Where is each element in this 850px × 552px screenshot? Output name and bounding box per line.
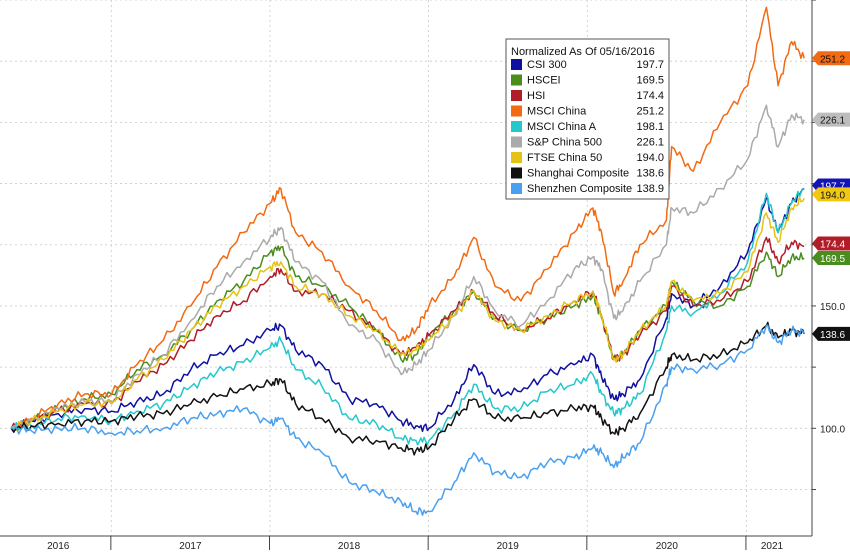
legend-series-name: FTSE China 50 bbox=[527, 152, 602, 164]
legend-series-value: 198.1 bbox=[636, 121, 664, 133]
legend-series-name: Shenzhen Composite bbox=[527, 183, 632, 195]
end-value-flag bbox=[812, 236, 850, 251]
series-line-msci-china bbox=[11, 6, 805, 429]
x-tick-label: 2020 bbox=[656, 541, 679, 552]
end-value-flag bbox=[812, 250, 850, 265]
legend-series-name: Shanghai Composite bbox=[527, 168, 629, 180]
legend-series-value: 138.9 bbox=[636, 183, 664, 195]
legend-series-name: MSCI China A bbox=[527, 121, 597, 133]
legend-swatch bbox=[511, 59, 522, 70]
legend-swatch bbox=[511, 74, 522, 86]
x-tick-label: 2019 bbox=[497, 541, 520, 552]
end-value-label: 174.4 bbox=[820, 240, 845, 251]
series-line-hsi bbox=[10, 236, 805, 431]
legend-series-value: 226.1 bbox=[636, 137, 664, 149]
legend-swatch bbox=[511, 90, 522, 101]
legend-series-value: 138.6 bbox=[636, 168, 664, 180]
y-tick-label: 150.0 bbox=[820, 302, 845, 313]
legend-swatch bbox=[511, 121, 522, 132]
end-value-label: 251.2 bbox=[820, 54, 845, 65]
x-tick-label: 2016 bbox=[47, 541, 70, 552]
legend-swatch bbox=[511, 167, 522, 179]
end-value-label: 226.1 bbox=[820, 116, 845, 127]
x-tick-label: 2018 bbox=[338, 541, 361, 552]
legend-series-value: 251.2 bbox=[636, 106, 664, 118]
end-value-label: 197.7 bbox=[820, 182, 845, 193]
end-value-flag bbox=[812, 326, 850, 341]
legend-title: Normalized As Of 05/16/2016 bbox=[511, 46, 655, 58]
end-value-label: 138.6 bbox=[820, 330, 845, 341]
legend-series-name: S&P China 500 bbox=[527, 137, 602, 149]
series-line-shenzhen-composite bbox=[11, 324, 805, 516]
series-line-ftse-china-50 bbox=[11, 196, 805, 432]
legend-swatch bbox=[511, 105, 522, 117]
y-tick-label: 100.0 bbox=[820, 424, 845, 435]
legend-series-value: 169.5 bbox=[636, 75, 664, 87]
end-value-flag bbox=[812, 187, 850, 202]
legend-series-value: 194.0 bbox=[636, 152, 664, 164]
x-tick-label: 2021 bbox=[761, 541, 784, 552]
series-lines bbox=[10, 6, 805, 516]
x-axis: 2016 2017 2018 2019 2020 2021 bbox=[0, 535, 812, 552]
end-value-label: 194.0 bbox=[820, 190, 845, 201]
legend-swatch bbox=[511, 152, 522, 163]
legend-series-name: MSCI China bbox=[527, 106, 587, 118]
legend-series-name: HSI bbox=[527, 90, 545, 102]
legend-swatch bbox=[511, 183, 522, 194]
legend-series-value: 174.4 bbox=[636, 90, 664, 102]
x-tick-label: 2017 bbox=[179, 541, 202, 552]
legend-box bbox=[505, 38, 670, 200]
gridlines bbox=[0, 0, 812, 536]
series-line-msci-china-a bbox=[10, 187, 805, 446]
series-line-csi-300 bbox=[10, 188, 805, 433]
legend-series-value: 197.7 bbox=[636, 59, 664, 71]
end-value-flag bbox=[812, 51, 850, 66]
legend-items: CSI 300 197.7 HSCEI 169.5 HSI 174.4 MSCI China… bbox=[511, 59, 664, 195]
legend: Normalized As Of 05/16/2016 CSI 300 197.7… bbox=[505, 38, 670, 200]
end-value-label: 169.5 bbox=[820, 254, 845, 265]
legend-swatch bbox=[511, 136, 522, 148]
legend-series-name: CSI 300 bbox=[527, 59, 567, 71]
legend-series-name: HSCEI bbox=[527, 75, 561, 87]
series-line-s-p-china-500 bbox=[10, 104, 805, 429]
end-value-flag bbox=[812, 112, 850, 127]
series-line-shanghai-composite bbox=[10, 321, 805, 456]
